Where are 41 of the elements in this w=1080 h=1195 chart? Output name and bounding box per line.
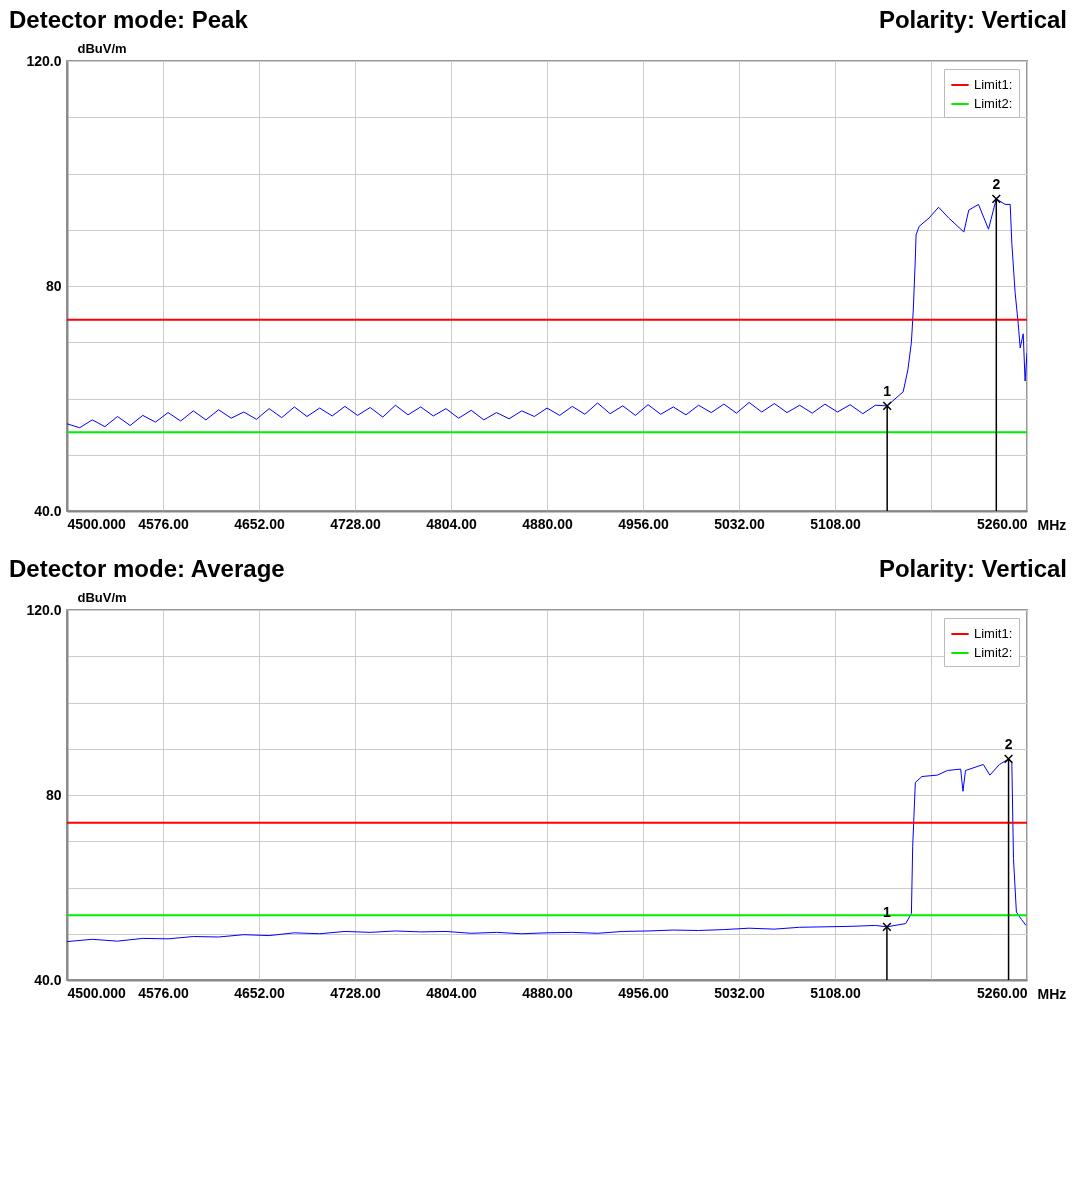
legend-label: Limit2: bbox=[974, 96, 1013, 111]
text: Polarity: Vertical bbox=[878, 555, 1067, 582]
y-tick-label: 120.0 bbox=[26, 601, 62, 618]
x-tick-label: 4956.00 bbox=[618, 515, 670, 532]
legend-label: Limit1: bbox=[974, 77, 1013, 92]
y-tick-label: 80 bbox=[45, 786, 62, 803]
x-tick-label: 5108.00 bbox=[810, 515, 862, 532]
x-tick-label: 4576.00 bbox=[138, 984, 190, 1001]
y-tick-label: 40.0 bbox=[34, 502, 62, 519]
x-tick-label: 5108.00 bbox=[810, 984, 862, 1001]
x-tick-label: 5032.00 bbox=[714, 515, 766, 532]
chart-title: Detector mode: Average bbox=[9, 555, 285, 582]
x-tick-label: 4500.000 bbox=[67, 984, 127, 1001]
x-tick-label: 4500.000 bbox=[67, 515, 127, 532]
x-tick-label: 4804.00 bbox=[426, 515, 478, 532]
x-axis-title: MHz bbox=[1037, 985, 1067, 1002]
annotation: 1 bbox=[883, 382, 892, 399]
x-tick-label: 4576.00 bbox=[138, 515, 190, 532]
x-tick-label: 4652.00 bbox=[234, 515, 286, 532]
x-tick-label: 5032.00 bbox=[714, 984, 766, 1001]
y-tick-label: 40.0 bbox=[34, 971, 62, 988]
text: Polarity: Vertical bbox=[878, 6, 1067, 33]
y-axis-title: dBuV/m bbox=[77, 589, 127, 605]
x-tick-label: 5260.00 bbox=[976, 515, 1028, 532]
y-axis-title: dBuV/m bbox=[77, 40, 127, 56]
x-tick-label: 4880.00 bbox=[522, 515, 574, 532]
chart-title: Detector mode: Peak bbox=[9, 6, 249, 33]
legend-label: Limit1: bbox=[974, 626, 1013, 641]
annotation: 2 bbox=[992, 175, 1001, 192]
x-tick-label: 5260.00 bbox=[976, 984, 1028, 1001]
x-tick-label: 4728.00 bbox=[330, 984, 382, 1001]
x-tick-label: 4728.00 bbox=[330, 515, 382, 532]
y-tick-label: 120.0 bbox=[26, 52, 62, 69]
y-tick-label: 80 bbox=[45, 277, 62, 294]
x-tick-label: 4880.00 bbox=[522, 984, 574, 1001]
legend-label: Limit2: bbox=[974, 645, 1013, 660]
x-tick-label: 4804.00 bbox=[426, 984, 478, 1001]
x-tick-label: 4956.00 bbox=[618, 984, 670, 1001]
x-axis-title: MHz bbox=[1037, 516, 1067, 533]
annotation: 2 bbox=[1004, 735, 1013, 752]
x-tick-label: 4652.00 bbox=[234, 984, 286, 1001]
